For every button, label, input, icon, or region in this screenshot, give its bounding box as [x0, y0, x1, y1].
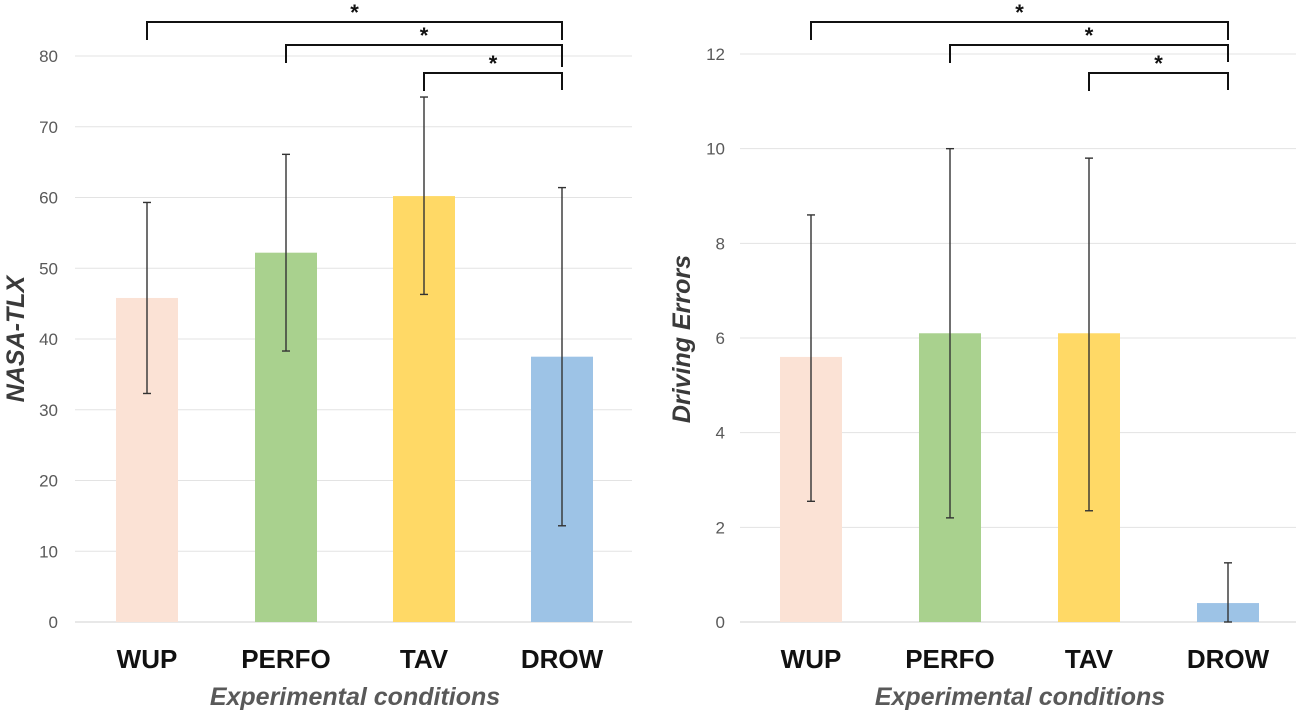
significance-star: * [1085, 23, 1094, 48]
category-label-perfo: PERFO [241, 644, 331, 674]
category-label-perfo: PERFO [905, 644, 995, 674]
x-axis-label: Experimental conditions [210, 683, 500, 711]
significance-bracket: * [1088, 51, 1229, 91]
y-tick-label: 20 [39, 472, 58, 491]
y-tick-label: 50 [39, 259, 58, 278]
error-bar-tav [420, 96, 428, 296]
error-bar-wup [143, 201, 151, 395]
significance-star: * [1015, 0, 1024, 25]
significance-bracket: * [423, 51, 563, 91]
y-axis-label: NASA-TLX [2, 274, 30, 402]
y-tick-label: 8 [716, 234, 725, 253]
bracket-line [285, 44, 563, 67]
y-tick-label: 10 [39, 542, 58, 561]
error-bar-wup [807, 214, 815, 502]
bracket-line [146, 21, 563, 40]
category-label-drow: DROW [521, 644, 604, 674]
driving-errors-chart: 0 2 4 6 8 10 12 Driving Errors WUP PERFO TAV DROW Ex… [668, 0, 1296, 711]
bracket-line [1088, 72, 1229, 91]
category-label-wup: WUP [117, 644, 178, 674]
y-axis-label: Driving Errors [668, 255, 696, 423]
x-axis-label: Experimental conditions [875, 683, 1165, 711]
y-tick-label: 2 [716, 518, 725, 537]
y-tick-label: 6 [716, 329, 725, 348]
significance-bracket: * [949, 23, 1229, 63]
y-tick-label: 0 [716, 613, 725, 632]
error-bar-drow [558, 186, 566, 527]
significance-star: * [420, 23, 429, 48]
y-tick-label: 40 [39, 330, 58, 349]
error-bar-drow [1224, 562, 1232, 623]
significance-bracket: * [810, 0, 1229, 40]
bracket-line [810, 21, 1229, 40]
significance-bracket: * [146, 0, 563, 40]
error-bar-perfo [946, 147, 954, 519]
significance-star: * [1154, 51, 1163, 76]
significance-star: * [350, 0, 359, 25]
error-bar-tav [1085, 157, 1093, 512]
significance-star: * [489, 51, 498, 76]
y-tick-label: 12 [706, 45, 725, 64]
y-tick-label: 4 [716, 424, 725, 443]
nasa-tlx-chart: 0 10 20 30 40 50 60 70 80 NASA-TLX WUP PERFO TAV DROW… [2, 0, 632, 711]
bracket-line [423, 72, 563, 91]
bracket-line [949, 44, 1229, 63]
category-label-drow: DROW [1187, 644, 1270, 674]
significance-bracket: * [285, 23, 563, 67]
y-tick-label: 10 [706, 140, 725, 159]
category-label-wup: WUP [781, 644, 842, 674]
error-bar-perfo [282, 153, 290, 352]
y-tick-label: 0 [49, 613, 58, 632]
y-tick-label: 60 [39, 189, 58, 208]
y-tick-label: 80 [39, 47, 58, 66]
y-tick-label: 70 [39, 118, 58, 137]
category-label-tav: TAV [1065, 644, 1114, 674]
y-tick-label: 30 [39, 401, 58, 420]
category-label-tav: TAV [400, 644, 449, 674]
